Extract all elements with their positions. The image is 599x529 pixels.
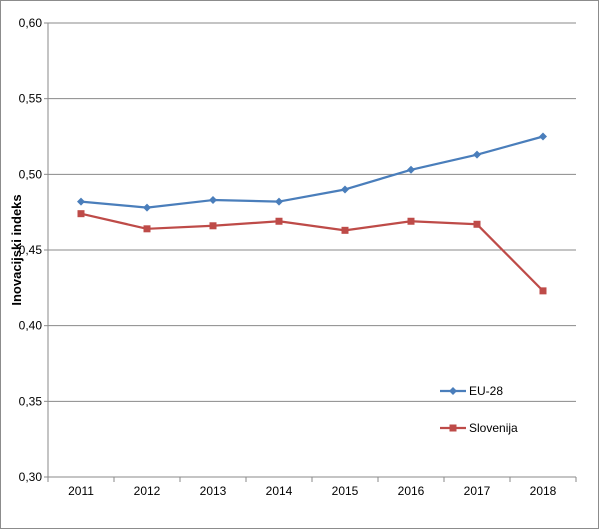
y-tick-label: 0,40 [19,319,43,333]
data-point-slovenija [77,210,85,218]
legend-label: Slovenija [469,421,518,435]
y-tick-label: 0,50 [19,167,43,181]
data-point-slovenija [539,287,547,295]
x-tick-label: 2016 [398,484,425,498]
axes [47,23,577,482]
y-tick-label: 0,45 [19,243,43,257]
series-line-slovenija [80,212,544,292]
data-point-eu-28 [407,165,415,174]
data-point-eu-28 [539,132,547,141]
x-tick-labels: 2011 2012 2013 2014 2015 2016 2017 2018 [68,484,557,498]
data-point-slovenija [341,226,349,234]
data-point-slovenija [275,217,283,225]
legend: EU-28 Slovenija [440,384,518,435]
legend-label: EU-28 [469,384,503,398]
y-tick-labels: 0,30 0,35 0,40 0,45 0,50 0,55 0,60 [19,16,43,484]
data-point-eu-28 [77,197,85,206]
y-tick-label: 0,35 [19,394,43,408]
x-tick-label: 2017 [464,484,491,498]
series-group [77,132,547,295]
legend-swatch-marker [449,387,457,395]
x-tick-label: 2015 [332,484,359,498]
x-tick-label: 2013 [200,484,227,498]
y-tick-label: 0,30 [19,470,43,484]
data-point-eu-28 [473,150,481,159]
data-point-slovenija [209,222,217,230]
legend-item-slovenija: Slovenija [440,421,518,435]
y-tick-label: 0,60 [19,16,43,30]
y-axis-title: Inovacijski indeks [9,194,24,305]
x-tick-label: 2014 [266,484,293,498]
data-point-slovenija [143,225,151,233]
series-eu-28 [77,132,547,212]
data-point-eu-28 [341,185,349,194]
data-point-eu-28 [209,196,217,205]
series-line-eu-28 [80,135,544,209]
x-tick-label: 2011 [68,484,94,498]
data-point-slovenija [473,220,481,228]
x-tick-label: 2018 [530,484,557,498]
gridlines [44,22,576,478]
legend-item-eu-28: EU-28 [440,384,503,398]
data-point-eu-28 [275,197,283,206]
data-point-eu-28 [143,203,151,212]
y-tick-label: 0,55 [19,92,43,106]
x-tick-label: 2012 [134,484,161,498]
series-slovenija [77,210,547,295]
legend-swatch-marker [449,424,457,432]
data-point-slovenija [407,217,415,225]
